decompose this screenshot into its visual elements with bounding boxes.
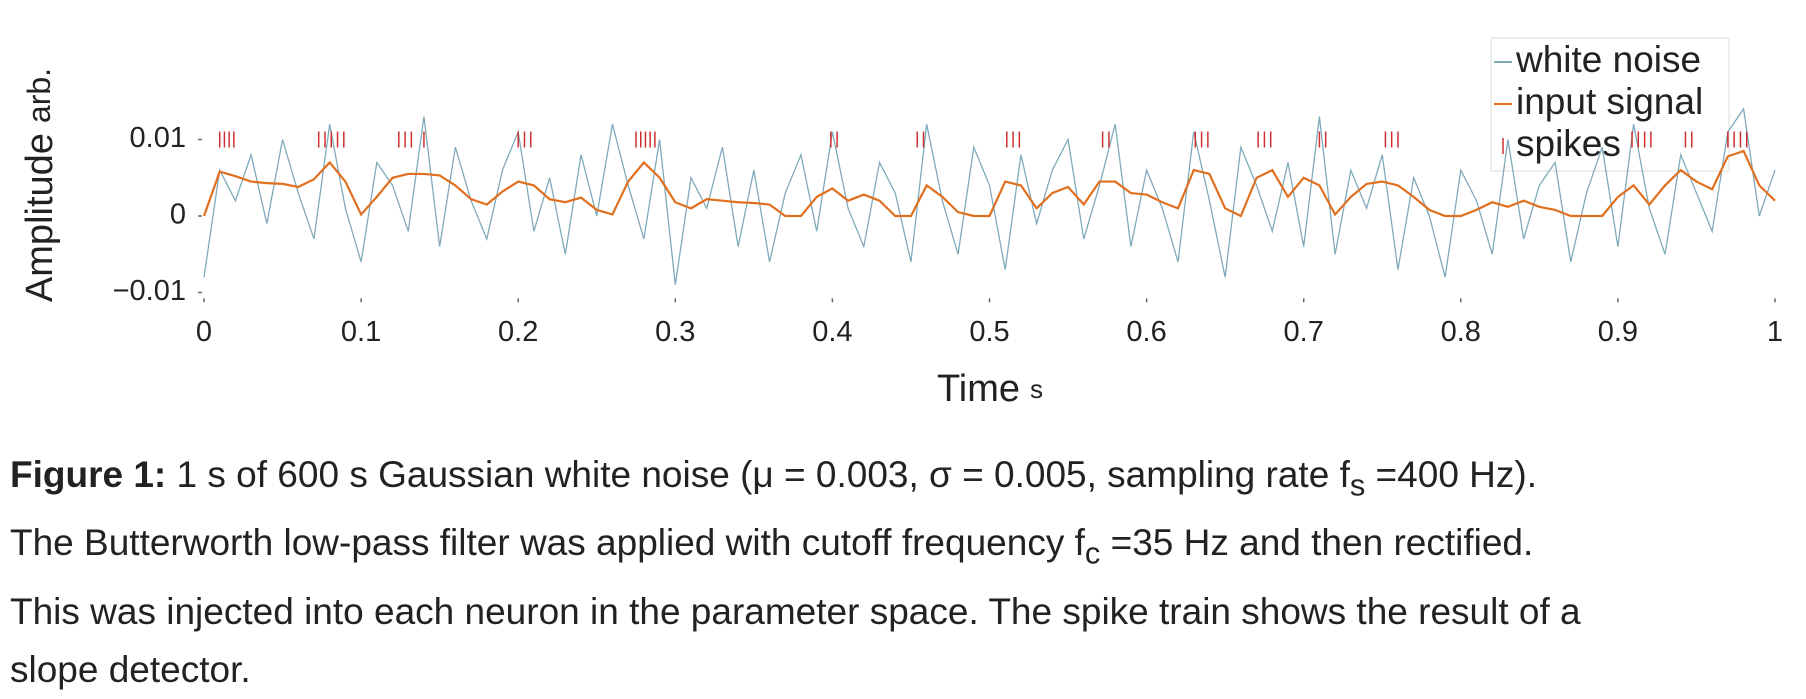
caption-line: Figure 1: 1 s of 600 s Gaussian white no…	[10, 446, 1581, 514]
legend-label: spikes	[1516, 123, 1621, 164]
y-label-text: Amplitude	[19, 133, 61, 302]
legend-label: white noise	[1515, 39, 1701, 80]
x-tick-label: 0.7	[1284, 316, 1324, 348]
caption-text: The Butterworth low-pass filter was appl…	[10, 522, 1085, 564]
series-line	[203, 107, 1776, 285]
y-tick-label: 0.01	[130, 122, 186, 154]
x-tick-label: 0.9	[1598, 316, 1638, 348]
y-tick-label: 0	[170, 199, 186, 231]
caption-line: This was injected into each neuron in th…	[10, 590, 1581, 632]
x-tick-label: 0.8	[1441, 316, 1481, 348]
legend-box	[1490, 37, 1730, 172]
y-tick-label: −0.01	[113, 275, 186, 307]
caption-sub: s	[1349, 467, 1366, 503]
x-tick-label: 0.2	[498, 316, 538, 348]
x-tick-label: 0.6	[1126, 316, 1166, 348]
series-line	[202, 149, 1776, 218]
x-axis-label: Time s	[937, 368, 1043, 410]
caption: Figure 1: 1 s of 600 s Gaussian white no…	[10, 446, 1581, 699]
x-tick-label: 1	[1767, 316, 1783, 348]
x-label-unit: s	[1030, 374, 1043, 404]
caption-label: Figure 1:	[10, 454, 167, 495]
x-tick-label: 0.5	[969, 316, 1009, 348]
caption-text: =35 Hz and then rectified.	[1100, 522, 1534, 564]
y-label-unit: arb.	[21, 68, 57, 123]
chart: Time s Amplitude arb. −0.01 0 0.01 0 0.1 0.2 0.3…	[19, 37, 1783, 410]
caption-line: slope detector.	[10, 648, 251, 690]
x-tick-label: 0.4	[812, 316, 852, 348]
x-tick-label: 0.1	[341, 316, 381, 348]
y-axis-label: Amplitude arb.	[19, 68, 61, 302]
caption-sub: c	[1084, 535, 1101, 571]
x-tick-label: 0.3	[655, 316, 695, 348]
x-tick-label: 0	[196, 316, 212, 348]
legend-label: input signal	[1516, 81, 1703, 122]
caption-text: =400 Hz).	[1365, 454, 1538, 495]
x-label-text: Time	[937, 368, 1020, 410]
caption-line: The Butterworth low-pass filter was appl…	[10, 514, 1581, 582]
caption-text: 1 s of 600 s Gaussian white noise (μ = 0…	[176, 454, 1350, 495]
